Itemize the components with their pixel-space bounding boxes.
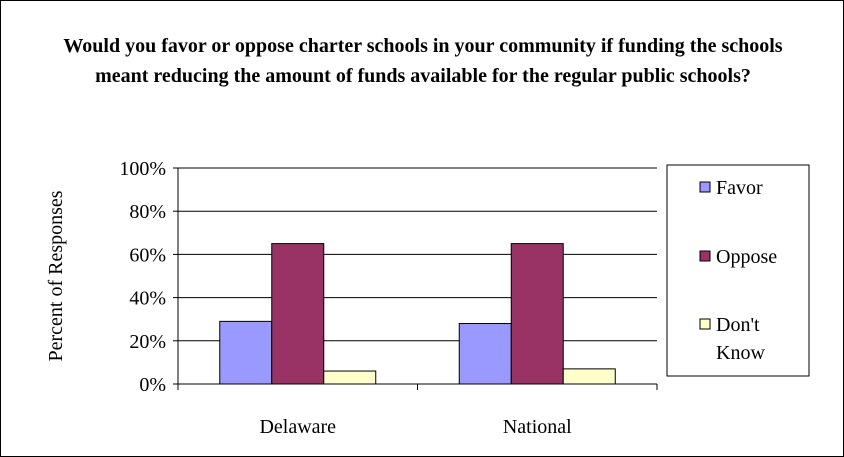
bar-oppose-national bbox=[510, 243, 564, 385]
y-tick-labels: 0% 20% 40% 60% 80% 100% bbox=[119, 158, 166, 396]
legend: Favor Oppose Don't Know bbox=[666, 164, 810, 377]
bar-don-t-know-national bbox=[562, 368, 616, 385]
y-tick-label: 80% bbox=[129, 201, 166, 223]
category-label: National bbox=[503, 416, 572, 438]
bar-favor-national bbox=[458, 323, 512, 385]
category-labels: Delaware National bbox=[259, 416, 572, 438]
legend-label: Favor bbox=[716, 177, 763, 199]
bar-don-t-know-delaware bbox=[323, 370, 377, 385]
y-tick-label: 100% bbox=[119, 158, 166, 180]
y-tick-label: 20% bbox=[129, 331, 166, 353]
legend-box bbox=[666, 164, 810, 377]
legend-swatch bbox=[699, 318, 711, 330]
category-label: Delaware bbox=[259, 416, 336, 438]
legend-swatch bbox=[699, 250, 711, 262]
axes bbox=[177, 168, 658, 390]
bars bbox=[219, 243, 616, 385]
bar-favor-delaware bbox=[219, 320, 273, 385]
y-tick-label: 60% bbox=[129, 244, 166, 266]
legend-label: Oppose bbox=[716, 246, 777, 268]
y-tick-label: 40% bbox=[129, 288, 166, 310]
chart-title: Would you favor or oppose charter school… bbox=[63, 35, 783, 87]
y-tick-label: 0% bbox=[139, 374, 166, 396]
bar-oppose-delaware bbox=[271, 243, 325, 385]
legend-label: Don't Know bbox=[716, 314, 765, 364]
y-axis-label: Percent of Responses bbox=[45, 190, 67, 361]
legend-swatch bbox=[699, 181, 711, 193]
